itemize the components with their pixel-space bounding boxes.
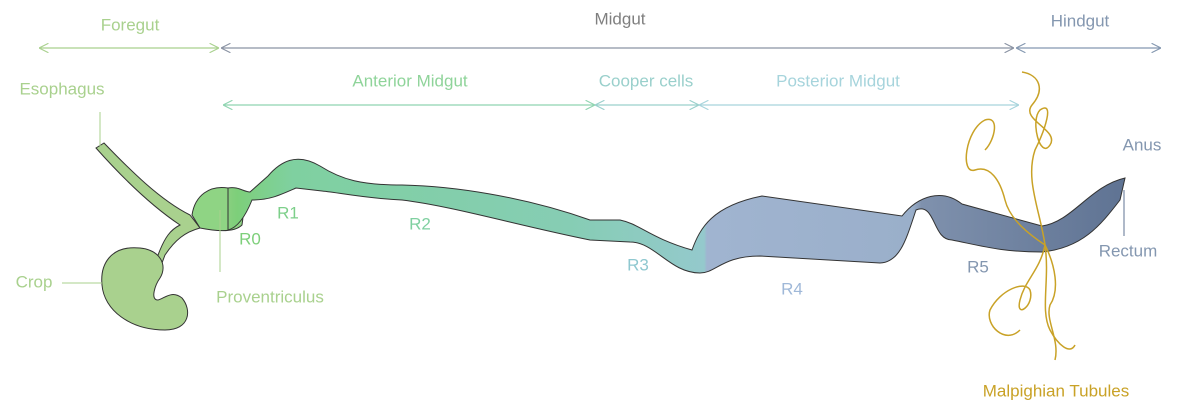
region-label: R4	[781, 279, 803, 298]
foregut	[95, 142, 244, 331]
section-label: Hindgut	[1051, 11, 1110, 30]
region-label: R1	[277, 203, 299, 222]
malpighian-tubules	[965, 71, 1076, 361]
region-label: R5	[967, 257, 989, 276]
part-label: Posterior Midgut	[776, 71, 900, 90]
part-label: Cooper cells	[599, 71, 694, 90]
region-label: R3	[627, 255, 649, 274]
section-label: Midgut	[594, 9, 645, 28]
organ-label: Proventriculus	[216, 287, 324, 306]
organ-label: Esophagus	[19, 79, 104, 98]
tubule	[988, 244, 1046, 337]
organ-label: Rectum	[1099, 241, 1158, 260]
region-label: R0	[239, 229, 261, 248]
organ-label: Malpighian Tubules	[983, 381, 1129, 400]
organ-label: Anus	[1123, 135, 1162, 154]
section-label: Foregut	[101, 15, 160, 34]
tubule	[1021, 71, 1076, 350]
section-arrows	[40, 48, 1160, 105]
organ-label: Crop	[16, 272, 53, 291]
tubule	[965, 118, 1046, 246]
tubule	[1044, 244, 1057, 361]
part-label: Anterior Midgut	[352, 71, 468, 90]
region-label: R2	[409, 214, 431, 233]
leaders	[62, 112, 1125, 284]
gut-tube	[227, 158, 1126, 274]
crop	[101, 247, 189, 331]
